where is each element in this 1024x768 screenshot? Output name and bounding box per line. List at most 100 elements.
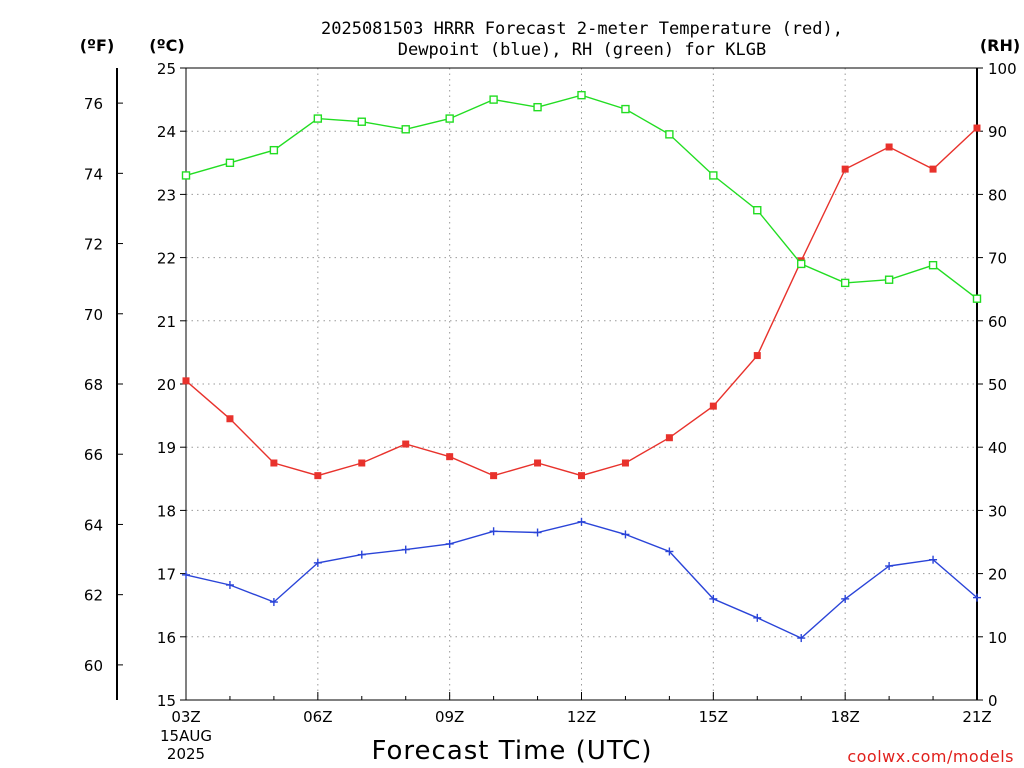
fahrenheit-tick-label: 72 <box>84 236 103 254</box>
temperature-point <box>665 434 673 442</box>
credit-label: coolwx.com/models <box>847 747 1014 766</box>
fahrenheit-tick-label: 66 <box>84 446 103 464</box>
temperature-line <box>185 127 978 477</box>
rh-point <box>533 102 542 112</box>
rh-point <box>928 260 938 270</box>
rh-point <box>972 294 982 303</box>
rh-tick-label: 0 <box>988 692 998 710</box>
rh-point <box>753 205 762 215</box>
rh-tick-label: 80 <box>988 186 1007 204</box>
rh-tick-label: 60 <box>988 313 1007 331</box>
rh-point <box>181 171 191 180</box>
temperature-point <box>270 459 278 467</box>
rh-tick-label: 20 <box>988 566 1007 584</box>
celsius-tick-label: 21 <box>157 313 176 331</box>
fahrenheit-tick-label: 64 <box>84 516 103 534</box>
rh-axis: 0 10 20 30 40 50 60 70 80 90 100 <box>977 60 1017 710</box>
fahrenheit-tick-label: 60 <box>84 657 103 675</box>
rh-point <box>840 278 850 288</box>
dewpoint-point <box>357 550 366 559</box>
dewpoint-point <box>313 558 322 567</box>
fahrenheit-tick-label: 62 <box>84 587 103 605</box>
fahrenheit-tick-label: 76 <box>84 95 103 113</box>
dewpoint-point <box>577 517 586 526</box>
temperature-point <box>358 459 366 467</box>
celsius-tick-label: 20 <box>157 376 176 394</box>
series-layer <box>181 90 982 643</box>
rh-tick-label: 90 <box>988 123 1007 141</box>
temperature-point <box>314 472 322 480</box>
dewpoint-point <box>489 527 498 536</box>
fahrenheit-axis: 60 62 64 66 68 70 72 74 76 <box>84 95 123 675</box>
rh-point <box>269 145 279 155</box>
dewpoint-point <box>182 570 190 579</box>
temperature-point <box>973 124 981 132</box>
temperature-point <box>490 472 498 480</box>
fahrenheit-tick-label: 74 <box>84 165 103 183</box>
rh-point <box>357 117 366 126</box>
dewpoint-point <box>929 555 938 564</box>
dewpoint-point <box>973 593 981 602</box>
temperature-point <box>753 352 761 360</box>
rh-line <box>185 94 978 300</box>
rh-series <box>181 90 982 303</box>
celsius-tick-label: 25 <box>157 60 176 78</box>
dewpoint-point <box>401 545 410 554</box>
dewpoint-point <box>753 613 762 622</box>
date-label-year: 2025 <box>167 745 205 763</box>
temperature-point <box>578 472 585 480</box>
rh-point <box>665 130 674 139</box>
fahrenheit-tick-label: 70 <box>84 306 103 324</box>
time-tick-label: 06Z <box>303 708 332 726</box>
dewpoint-point <box>841 594 850 603</box>
dewpoint-point <box>665 547 674 556</box>
temperature-point <box>885 143 893 151</box>
time-tick-label: 09Z <box>435 708 464 726</box>
dewpoint-point <box>269 598 278 607</box>
temperature-point <box>534 459 542 467</box>
rh-tick-label: 50 <box>988 376 1007 394</box>
rh-point <box>313 114 323 123</box>
x-axis-title: Forecast Time (UTC) <box>371 736 652 766</box>
rh-point <box>884 275 894 284</box>
time-tick-label: 15Z <box>699 708 728 726</box>
time-tick-label: 12Z <box>567 708 596 726</box>
celsius-tick-label: 18 <box>157 502 176 520</box>
fahrenheit-units-label: (ºF) <box>80 36 115 55</box>
dewpoint-point <box>709 594 718 603</box>
rh-point <box>621 104 630 114</box>
dewpoint-point <box>797 634 806 643</box>
rh-point <box>225 158 235 168</box>
rh-point <box>489 95 498 104</box>
dewpoint-series <box>182 517 981 643</box>
rh-point <box>709 171 718 180</box>
rh-tick-label: 40 <box>988 439 1007 457</box>
rh-tick-label: 100 <box>988 60 1017 78</box>
date-label-month: 15AUG <box>160 727 212 745</box>
rh-point <box>445 114 454 123</box>
celsius-tick-label: 22 <box>157 250 176 268</box>
temperature-point <box>841 165 849 173</box>
chart-title-line2: Dewpoint (blue), RH (green) for KLGB <box>398 40 766 60</box>
time-tick-label: 18Z <box>830 708 859 726</box>
chart-title-line1: 2025081503 HRRR Forecast 2-meter Tempera… <box>321 19 843 39</box>
temperature-point <box>446 453 454 461</box>
rh-units-label: (RH) <box>980 36 1020 55</box>
dewpoint-point <box>885 562 894 571</box>
celsius-tick-label: 19 <box>157 439 176 457</box>
temperature-point <box>402 440 410 448</box>
celsius-tick-label: 17 <box>157 566 176 584</box>
rh-tick-label: 70 <box>988 250 1007 268</box>
rh-point <box>577 90 586 100</box>
celsius-tick-label: 23 <box>157 186 176 204</box>
rh-tick-label: 10 <box>988 629 1007 647</box>
temperature-point <box>226 415 234 423</box>
rh-tick-label: 30 <box>988 502 1007 520</box>
time-tick-label: 21Z <box>962 708 991 726</box>
celsius-tick-label: 15 <box>157 692 176 710</box>
dewpoint-point <box>533 528 542 537</box>
celsius-tick-label: 16 <box>157 629 176 647</box>
dewpoint-point <box>621 530 630 539</box>
celsius-units-label: (ºC) <box>149 36 184 55</box>
